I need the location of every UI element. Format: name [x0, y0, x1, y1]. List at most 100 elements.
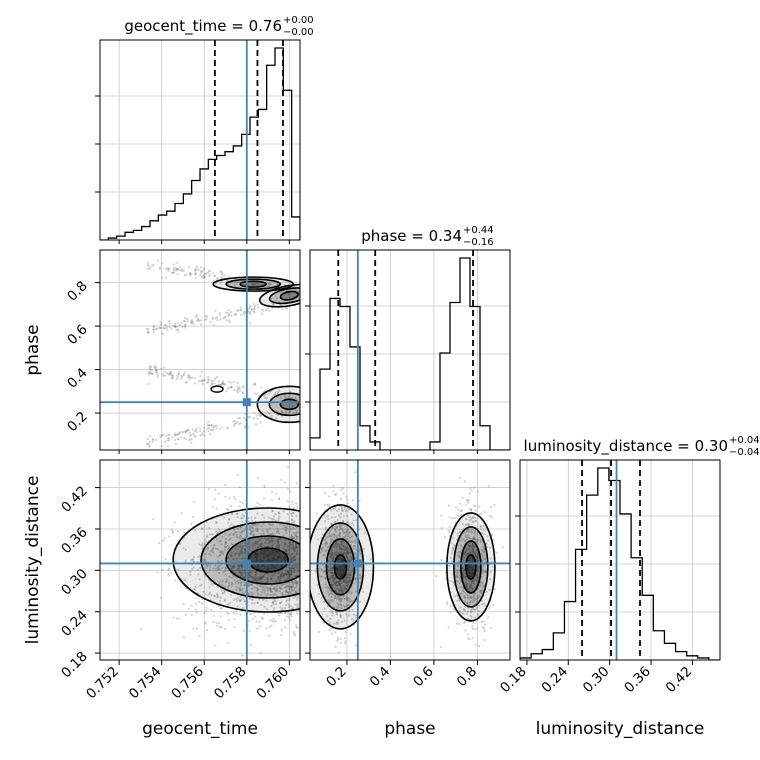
sample-point — [291, 580, 294, 583]
sample-point — [259, 558, 262, 561]
sample-point — [232, 565, 236, 568]
sample-point — [237, 564, 240, 567]
sample-point — [162, 374, 165, 377]
sample-point — [465, 536, 468, 539]
sample-point — [282, 558, 285, 561]
sample-point — [222, 317, 225, 320]
sample-point — [243, 600, 246, 603]
sample-point — [236, 512, 239, 515]
sample-point — [277, 517, 280, 520]
sample-point — [324, 583, 327, 586]
sample-point — [283, 574, 286, 577]
sample-point — [265, 595, 268, 598]
sample-point — [200, 319, 203, 322]
sample-point — [243, 556, 246, 559]
sample-point — [324, 578, 328, 581]
sample-point — [276, 538, 280, 541]
sample-point — [480, 558, 484, 562]
sample-point — [236, 564, 239, 567]
sample-point — [462, 575, 465, 578]
sample-point — [224, 315, 227, 318]
sample-point — [334, 645, 337, 648]
sample-point — [208, 269, 212, 272]
sample-point — [473, 553, 476, 556]
sample-point — [248, 592, 251, 595]
sample-point — [189, 377, 192, 381]
sample-point — [193, 434, 196, 438]
sample-point — [333, 533, 336, 536]
sample-point — [472, 548, 475, 551]
sample-point — [348, 597, 351, 600]
sample-point — [228, 575, 231, 578]
sample-point — [235, 597, 238, 600]
sample-point — [350, 592, 353, 596]
sample-point — [161, 332, 164, 335]
sample-point — [296, 626, 299, 629]
sample-point — [470, 586, 473, 590]
sample-point — [347, 567, 350, 571]
sample-point — [223, 516, 226, 519]
sample-point — [148, 365, 152, 368]
sample-point — [277, 511, 281, 514]
sample-point — [267, 553, 270, 556]
sample-point — [164, 558, 167, 561]
sample-point — [339, 532, 342, 535]
sample-point — [463, 575, 467, 579]
sample-point — [282, 524, 285, 527]
sample-point — [250, 583, 254, 586]
sample-point — [242, 575, 245, 578]
sample-point — [480, 548, 483, 551]
sample-point — [186, 318, 189, 321]
sample-point — [337, 651, 340, 654]
sample-point — [281, 594, 284, 597]
sample-point — [261, 560, 265, 563]
sample-point — [213, 425, 216, 428]
sample-point — [261, 312, 264, 315]
sample-point — [208, 273, 211, 276]
sample-point — [295, 591, 298, 594]
sample-point — [465, 517, 468, 521]
sample-point — [218, 621, 221, 624]
sample-point — [228, 496, 231, 499]
sample-point — [256, 592, 259, 595]
sample-point — [491, 533, 494, 536]
sample-point — [358, 573, 362, 577]
sample-point — [334, 590, 337, 593]
sample-point — [286, 500, 289, 503]
sample-point — [184, 317, 187, 320]
sample-point — [274, 558, 277, 561]
sample-point — [278, 497, 281, 500]
sample-point — [269, 553, 272, 556]
sample-point — [326, 514, 329, 518]
sample-point — [165, 371, 169, 375]
sample-point — [172, 616, 175, 619]
sample-point — [239, 313, 242, 316]
sample-point — [187, 374, 190, 377]
sample-point — [284, 550, 288, 553]
sample-point — [203, 276, 206, 279]
sample-point — [238, 531, 241, 534]
sample-point — [337, 573, 340, 576]
sample-point — [467, 606, 470, 610]
sample-point — [269, 593, 272, 597]
sample-point — [239, 579, 242, 582]
sample-point — [274, 619, 277, 623]
hist-panel-luminosity_distance — [515, 459, 721, 661]
sample-point — [481, 556, 484, 559]
sample-point — [474, 509, 477, 512]
sample-point — [283, 481, 287, 484]
sample-point — [289, 557, 293, 560]
sample-point — [472, 579, 475, 582]
sample-point — [195, 610, 198, 614]
sample-point — [170, 327, 173, 330]
sample-point — [470, 584, 473, 587]
sample-point — [231, 513, 234, 516]
sample-point — [472, 546, 475, 549]
sample-point — [230, 523, 233, 526]
sample-point — [250, 598, 253, 601]
sample-point — [472, 597, 475, 600]
sample-point — [203, 612, 206, 615]
sample-point — [244, 548, 247, 551]
sample-point — [252, 576, 255, 579]
sample-point — [253, 565, 256, 568]
